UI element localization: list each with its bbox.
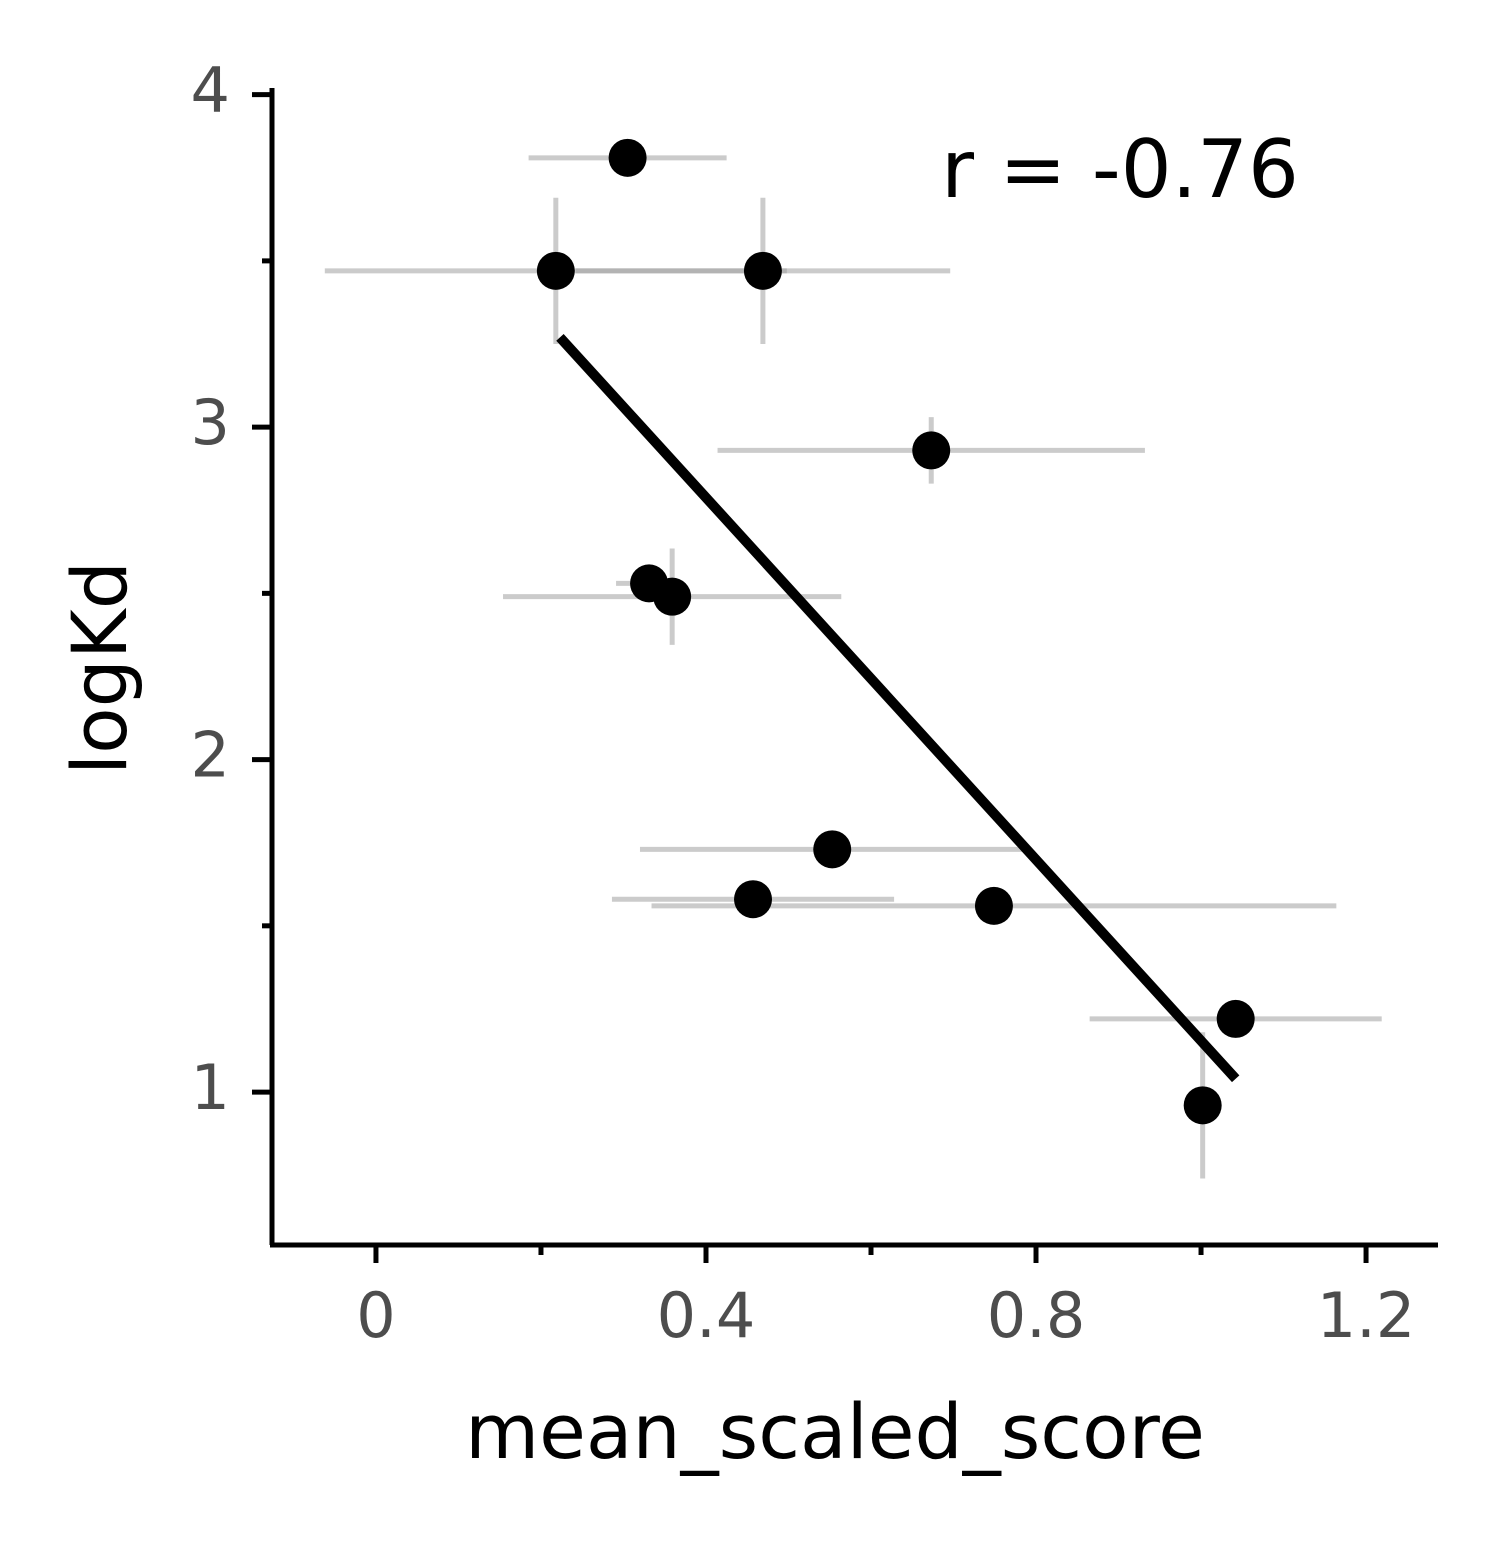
y-axis-label: logKd bbox=[55, 561, 144, 775]
point bbox=[1216, 999, 1255, 1038]
point bbox=[608, 138, 647, 177]
x-tick-label: 0.4 bbox=[657, 1279, 756, 1352]
point bbox=[743, 251, 782, 290]
point bbox=[974, 886, 1013, 925]
point bbox=[734, 880, 773, 919]
y-tick-label: 2 bbox=[191, 719, 230, 792]
y-tick-label: 3 bbox=[191, 386, 230, 459]
x-tick-label: 0 bbox=[356, 1279, 395, 1352]
point bbox=[1183, 1086, 1222, 1125]
point bbox=[536, 251, 575, 290]
x-tick-label: 0.8 bbox=[987, 1279, 1086, 1352]
point bbox=[653, 577, 692, 616]
point bbox=[813, 830, 852, 869]
y-tick-label: 4 bbox=[191, 54, 230, 127]
x-axis-label: mean_scaled_score bbox=[465, 1387, 1205, 1476]
annotation: r = -0.76 bbox=[941, 123, 1299, 216]
x-tick-label: 1.2 bbox=[1317, 1279, 1416, 1352]
point bbox=[912, 431, 951, 470]
fit-line bbox=[556, 333, 1240, 1083]
y-tick-label: 1 bbox=[191, 1051, 230, 1124]
